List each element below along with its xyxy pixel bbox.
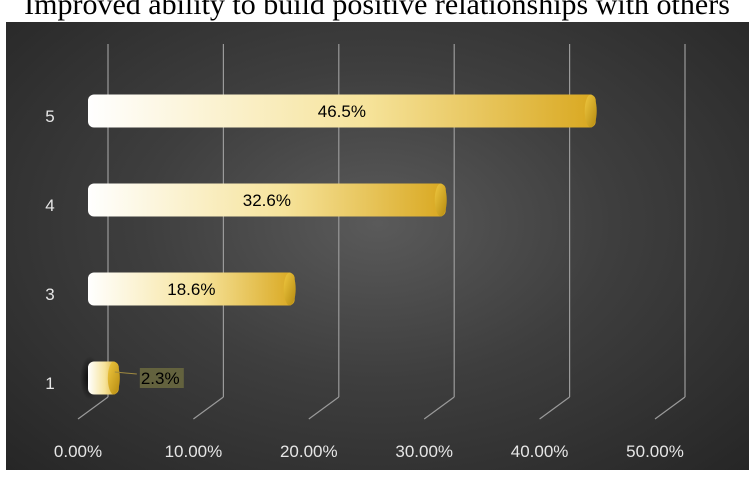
plot-area: 2.3% 18.6% 32.6% 46.5% 1 3 4 5 0.00% 10.00% 20.00… <box>6 22 749 470</box>
bar-cap <box>283 272 296 306</box>
gridline-floor <box>308 396 340 420</box>
bar-4 <box>88 183 447 217</box>
x-tick-label: 10.00% <box>165 442 223 461</box>
bar-cap <box>584 94 597 128</box>
category-label: 5 <box>45 107 54 126</box>
x-tick-label: 50.00% <box>626 442 684 461</box>
gridline-floor <box>654 396 686 420</box>
bar-5 <box>88 94 597 128</box>
gridline-floor <box>77 396 109 420</box>
x-tick-label: 40.00% <box>511 442 569 461</box>
data-label-bg <box>139 368 184 388</box>
bar-3 <box>88 272 296 306</box>
bar-body <box>88 183 446 217</box>
x-tick-label: 30.00% <box>395 442 453 461</box>
gridline-floor <box>539 396 570 420</box>
chart-title: Improved ability to build positive relat… <box>24 0 730 21</box>
data-label: 18.6% <box>167 280 215 299</box>
x-tick-label: 0.00% <box>54 442 102 461</box>
category-label: 3 <box>45 285 54 304</box>
x-tick-label: 20.00% <box>280 442 338 461</box>
bar-cap <box>434 183 447 217</box>
gridline-floor <box>423 396 455 420</box>
bar-body <box>88 272 295 306</box>
data-label: 32.6% <box>243 191 291 210</box>
bar-cap <box>107 361 120 395</box>
data-label: 46.5% <box>318 102 366 121</box>
bar-body <box>88 94 596 128</box>
bar-1 <box>80 356 120 400</box>
data-label: 2.3% <box>141 369 180 388</box>
category-label: 4 <box>45 196 54 215</box>
leader-line <box>114 371 137 375</box>
gridline-floor <box>193 396 224 420</box>
category-label: 1 <box>45 374 54 393</box>
